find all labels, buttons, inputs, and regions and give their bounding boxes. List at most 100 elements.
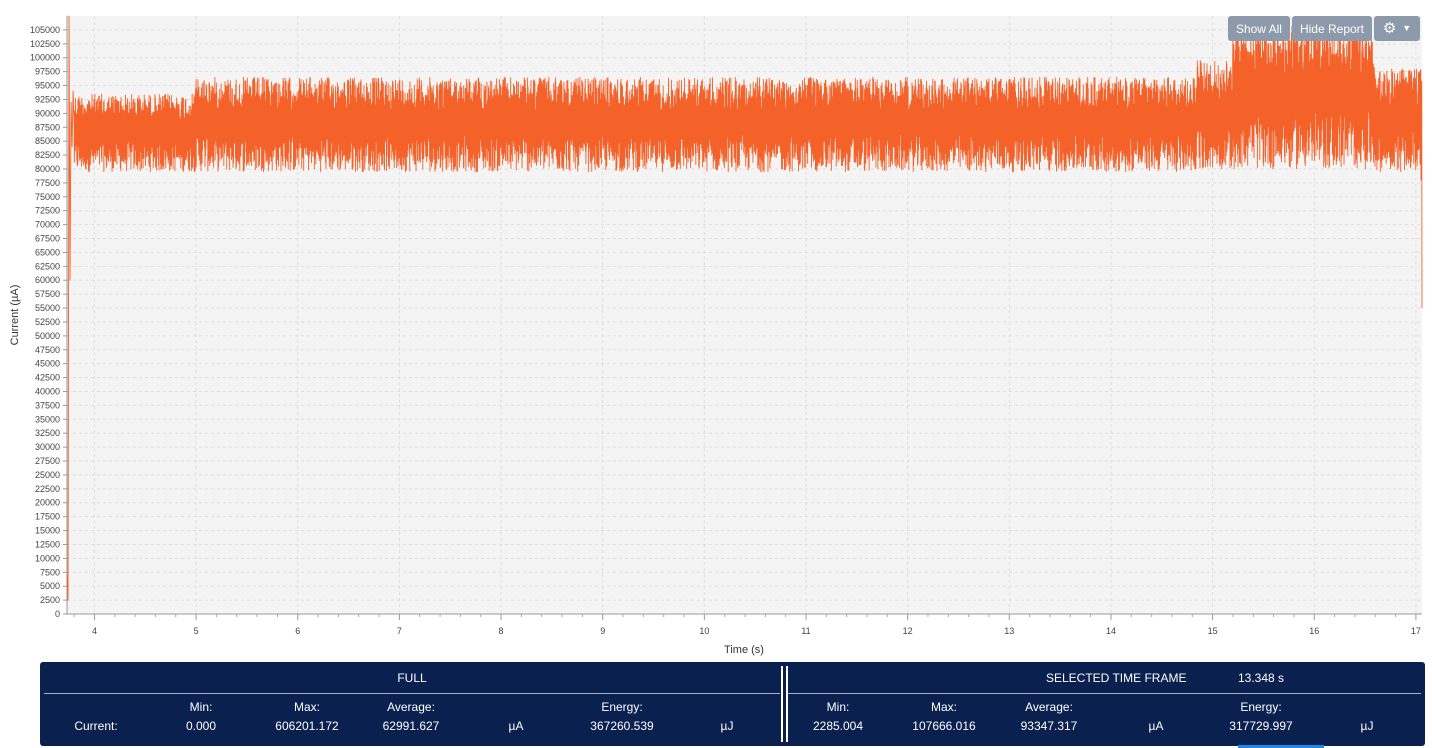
selected-max-value: 107666.016 xyxy=(912,719,976,733)
x-tick-label: 11 xyxy=(801,626,810,636)
y-tick-label: 105000 xyxy=(30,25,60,35)
y-tick-label: 87500 xyxy=(35,122,60,132)
y-tick-label: 40000 xyxy=(35,386,60,396)
y-tick-label: 12500 xyxy=(35,539,60,549)
y-tick-label: 70000 xyxy=(35,220,60,230)
chart-svg[interactable]: 0 2500 5000 7500 10000 12500 15000 17500 20000 22… xyxy=(0,0,1432,660)
y-tick-label: 15000 xyxy=(35,526,60,536)
selected-energy-value: 317729.997 xyxy=(1229,719,1293,733)
selected-section-title: SELECTED TIME FRAME xyxy=(1046,671,1187,685)
x-tick-label: 12 xyxy=(903,626,913,636)
full-current-row-label: Current: xyxy=(74,719,118,733)
x-tick-label: 8 xyxy=(499,626,504,636)
full-average-value: 62991.627 xyxy=(382,719,440,733)
y-tick-label: 47500 xyxy=(35,345,60,355)
gear-icon: ⚙ xyxy=(1382,20,1397,37)
report-splitter[interactable] xyxy=(781,666,783,742)
selected-current-unit: µA xyxy=(1148,719,1164,733)
full-average-label: Average: xyxy=(387,700,435,714)
y-tick-label: 90000 xyxy=(35,108,60,118)
y-tick-label: 25000 xyxy=(35,470,60,480)
x-tick-label: 16 xyxy=(1309,626,1319,636)
axes: 0 2500 5000 7500 10000 12500 15000 17500 20000 22… xyxy=(30,16,1422,636)
y-tick-label: 42500 xyxy=(35,373,60,383)
full-min-label: Min: xyxy=(189,700,213,714)
y-tick-label: 102500 xyxy=(30,39,60,49)
x-tick-label: 15 xyxy=(1208,626,1218,636)
full-min-value: 0.000 xyxy=(185,719,217,733)
current-chart[interactable]: 0 2500 5000 7500 10000 12500 15000 17500 20000 22… xyxy=(0,0,1432,660)
x-tick-label: 6 xyxy=(295,626,300,636)
full-divider xyxy=(44,693,780,694)
full-current-unit: µA xyxy=(508,719,524,733)
y-tick-label: 17500 xyxy=(35,512,60,522)
report-full-section: FULL Min: Max: Average: Energy: Current:… xyxy=(44,662,780,746)
x-tick-label: 14 xyxy=(1106,626,1116,636)
y-tick-label: 55000 xyxy=(35,303,60,313)
y-tick-label: 35000 xyxy=(35,414,60,424)
y-tick-label: 0 xyxy=(55,609,60,619)
y-tick-label: 7500 xyxy=(40,567,60,577)
y-tick-label: 10000 xyxy=(35,553,60,563)
y-tick-label: 57500 xyxy=(35,289,60,299)
report-selected-section: SELECTED TIME FRAME 13.348 s Min: Max: A… xyxy=(788,662,1421,746)
y-tick-label: 20000 xyxy=(35,498,60,508)
caret-down-icon: ▼ xyxy=(1402,23,1412,33)
y-tick-label: 52500 xyxy=(35,317,60,327)
y-tick-label: 95000 xyxy=(35,81,60,91)
selected-average-value: 93347.317 xyxy=(1020,719,1078,733)
full-max-value: 606201.172 xyxy=(275,719,339,733)
y-tick-label: 50000 xyxy=(35,331,60,341)
x-tick-label: 4 xyxy=(92,626,97,636)
y-tick-label: 5000 xyxy=(40,581,60,591)
selected-energy-unit: µJ xyxy=(1360,719,1374,733)
y-tick-label: 100000 xyxy=(30,53,60,63)
y-tick-label: 82500 xyxy=(35,150,60,160)
x-tick-label: 13 xyxy=(1004,626,1014,636)
y-tick-label: 65000 xyxy=(35,247,60,257)
x-tick-label: 5 xyxy=(194,626,199,636)
y-tick-label: 75000 xyxy=(35,192,60,202)
report-panel: FULL Min: Max: Average: Energy: Current:… xyxy=(40,662,1425,746)
chart-toolbar: Show All Hide Report ⚙ ▼ xyxy=(1227,16,1420,41)
y-tick-label: 85000 xyxy=(35,136,60,146)
x-tick-label: 9 xyxy=(600,626,605,636)
y-tick-label: 37500 xyxy=(35,400,60,410)
y-tick-label: 32500 xyxy=(35,428,60,438)
full-energy-unit: µJ xyxy=(720,719,734,733)
hide-report-button[interactable]: Hide Report xyxy=(1291,16,1372,41)
show-all-button[interactable]: Show All xyxy=(1227,16,1290,41)
y-tick-label: 30000 xyxy=(35,442,60,452)
series-layer xyxy=(66,15,1423,601)
full-section-title: FULL xyxy=(397,671,427,685)
x-axis-title: Time (s) xyxy=(724,644,764,656)
full-max-label: Max: xyxy=(293,700,321,714)
current-series-line xyxy=(66,15,1423,601)
selected-average-label: Average: xyxy=(1025,700,1073,714)
full-energy-label: Energy: xyxy=(601,700,643,714)
selected-max-label: Max: xyxy=(930,700,958,714)
y-tick-label: 27500 xyxy=(35,456,60,466)
y-tick-label: 60000 xyxy=(35,275,60,285)
x-tick-label: 17 xyxy=(1411,626,1421,636)
y-tick-label: 72500 xyxy=(35,206,60,216)
selected-min-value: 2285.004 xyxy=(812,719,864,733)
settings-dropdown-button[interactable]: ⚙ ▼ xyxy=(1374,16,1420,41)
y-tick-label: 22500 xyxy=(35,484,60,494)
y-tick-label: 45000 xyxy=(35,359,60,369)
y-tick-label: 97500 xyxy=(35,67,60,77)
x-tick-label: 7 xyxy=(397,626,402,636)
bottom-indicator xyxy=(1238,745,1324,748)
y-tick-label: 77500 xyxy=(35,178,60,188)
selected-min-label: Min: xyxy=(826,700,850,714)
selected-energy-label: Energy: xyxy=(1240,700,1282,714)
y-tick-label: 67500 xyxy=(35,234,60,244)
full-energy-value: 367260.539 xyxy=(590,719,654,733)
y-tick-label: 2500 xyxy=(40,595,60,605)
selected-duration: 13.348 s xyxy=(1238,671,1285,685)
y-tick-label: 92500 xyxy=(35,94,60,104)
x-tick-label: 10 xyxy=(699,626,709,636)
y-tick-label: 80000 xyxy=(35,164,60,174)
selected-divider xyxy=(788,693,1421,694)
y-tick-label: 62500 xyxy=(35,261,60,271)
